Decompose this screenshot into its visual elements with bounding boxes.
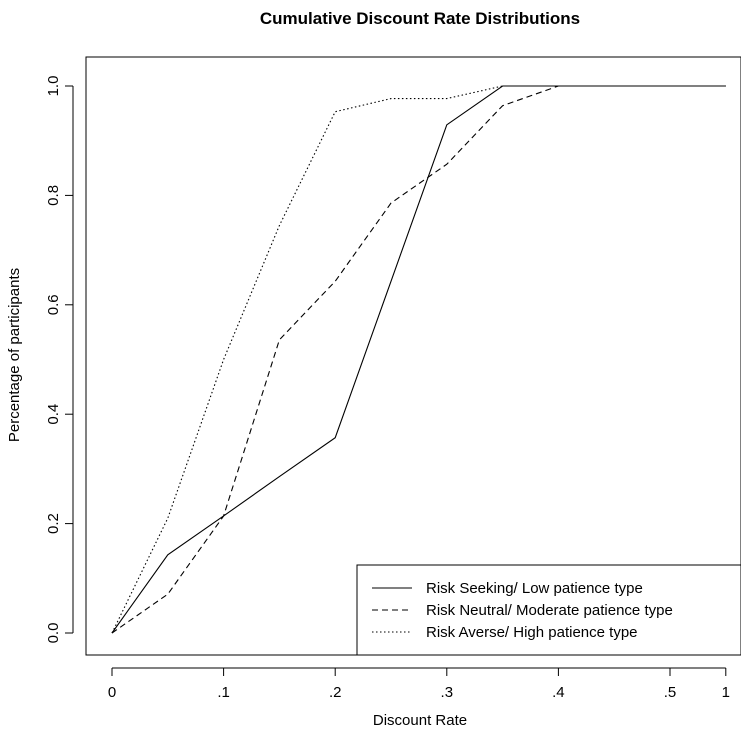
series-line-3 <box>111 85 726 634</box>
series-line-1 <box>111 85 726 634</box>
y-tick-label: 0.2 <box>45 513 62 534</box>
y-axis-label: Percentage of participants <box>6 268 23 442</box>
y-tick-label: 0.8 <box>45 185 62 206</box>
x-tick-label: .5 <box>664 684 677 701</box>
x-tick-label: 1 <box>722 684 730 701</box>
series-lines <box>111 85 726 634</box>
legend: Risk Seeking/ Low patience type Risk Neut… <box>356 564 741 656</box>
series-line-2 <box>111 85 726 634</box>
y-tick-label: 0.6 <box>45 294 62 315</box>
legend-box <box>356 564 741 656</box>
x-axis: 0 .1 .2 .3 .4 .5 1 <box>108 667 730 701</box>
x-tick-label: 0 <box>108 684 116 701</box>
legend-label-3: Risk Averse/ High patience type <box>426 624 638 641</box>
y-tick-label: 0.0 <box>45 623 62 644</box>
y-tick-label: 0.4 <box>45 404 62 425</box>
legend-label-2: Risk Neutral/ Moderate patience type <box>426 602 673 619</box>
y-tick-label: 1.0 <box>45 76 62 97</box>
x-tick-label: .1 <box>217 684 230 701</box>
chart-title: Cumulative Discount Rate Distributions <box>260 9 580 28</box>
x-tick-label: .3 <box>441 684 454 701</box>
x-tick-label: .2 <box>329 684 342 701</box>
legend-label-1: Risk Seeking/ Low patience type <box>426 580 643 597</box>
y-axis: 0.0 0.2 0.4 0.6 0.8 1.0 <box>45 76 74 644</box>
x-axis-label: Discount Rate <box>373 712 467 729</box>
x-tick-label: .4 <box>552 684 565 701</box>
